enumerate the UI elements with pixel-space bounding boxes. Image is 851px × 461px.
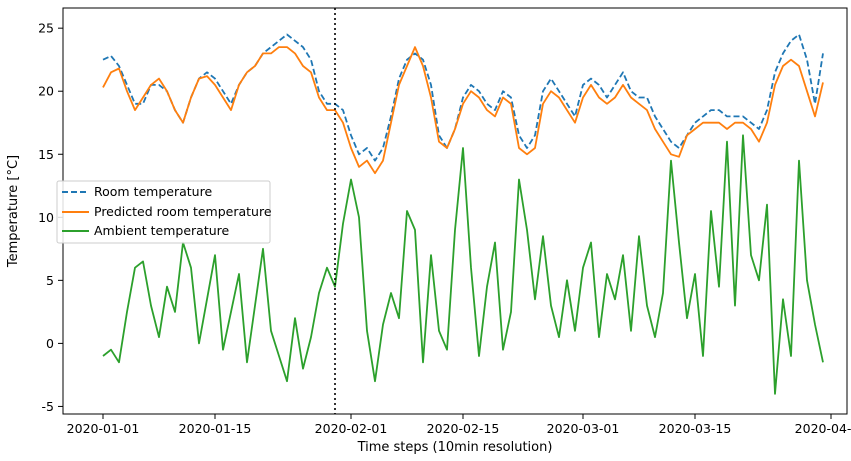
series-line-room-temperature [102,33,824,162]
y-tick-label: 20 [38,84,54,99]
y-tick-label: -5 [42,399,54,414]
series-line-predicted-room-temperature [102,46,824,175]
x-tick-labels: 2020-01-01 2020-01-15 2020-02-01 2020-02-15… [67,421,851,436]
x-tick-label: 2020-03-15 [659,421,732,436]
x-tick-label: 2020-03-01 [547,421,620,436]
x-tick-label: 2020-04-01 [795,421,851,436]
x-tick-label: 2020-01-01 [67,421,140,436]
legend-label-room-temperature: Room temperature [94,184,212,199]
y-tick-label: 5 [46,273,54,288]
x-tick-label: 2020-02-15 [427,421,500,436]
series-line-ambient-temperature [102,134,824,395]
series-lines [102,33,824,395]
legend: Room temperature Predicted room temperat… [56,180,272,244]
tick-marks [58,27,832,419]
y-axis-label: Temperature [°C] [6,155,21,268]
legend-label-ambient-temperature: Ambient temperature [94,223,230,238]
x-tick-label: 2020-02-01 [315,421,388,436]
legend-box [56,180,271,244]
x-tick-label: 2020-01-15 [179,421,252,436]
x-axis-label: Time steps (10min resolution) [357,440,553,455]
legend-label-predicted-room-temperature: Predicted room temperature [94,204,272,219]
y-tick-label: 15 [38,147,54,162]
y-tick-labels: -5 0 5 10 15 20 25 [38,21,54,414]
y-tick-label: 25 [38,21,54,36]
y-tick-label: 0 [46,336,54,351]
y-tick-label: 10 [38,210,54,225]
